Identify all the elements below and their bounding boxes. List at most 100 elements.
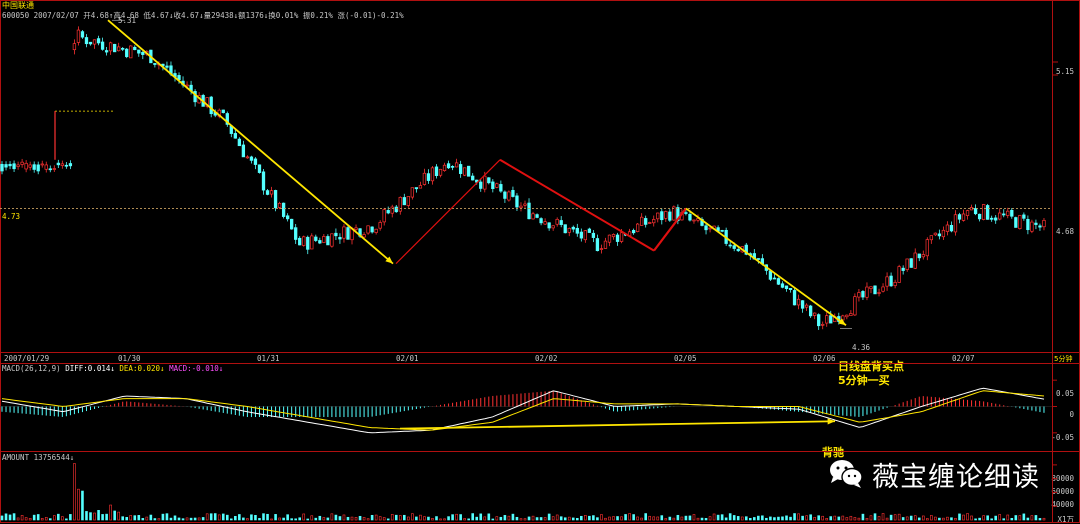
candle-body <box>607 234 612 243</box>
candle-body <box>281 202 286 217</box>
volume-bar <box>950 517 953 521</box>
candle-body <box>792 290 797 306</box>
volume-bar <box>684 515 688 521</box>
volume-bar <box>716 514 720 521</box>
volume-bar <box>736 516 740 521</box>
macd-tick: -0.05 <box>1051 433 1074 442</box>
candle-body <box>543 221 547 225</box>
candle-body <box>273 190 278 209</box>
volume-bar <box>1018 515 1022 521</box>
candle-body <box>1014 217 1018 228</box>
candle-body <box>760 258 765 265</box>
volume-bar <box>978 517 981 521</box>
volume-bar <box>1014 515 1018 521</box>
candle-body <box>20 161 24 165</box>
macd-tick: 0.05 <box>1055 389 1074 398</box>
volume-bar <box>12 513 16 521</box>
volume-bar <box>193 517 197 521</box>
candle-body <box>479 181 483 189</box>
volume-bar <box>85 511 88 521</box>
volume-bar <box>877 516 881 521</box>
downtrend-arrow-1-head <box>385 256 393 264</box>
candle-body <box>28 164 32 168</box>
volume-bar <box>262 513 265 521</box>
candle-body <box>503 191 507 199</box>
volume-bar <box>648 515 652 521</box>
candle-body <box>627 231 632 237</box>
volume-bar <box>358 515 362 521</box>
candle-body <box>467 165 471 177</box>
candle-body <box>619 232 624 242</box>
volume-bar <box>225 514 229 521</box>
volume-bar <box>270 518 273 521</box>
candle-body <box>704 225 708 231</box>
volume-bar <box>744 516 748 521</box>
volume-bar <box>793 513 796 521</box>
candle-body <box>310 235 314 250</box>
candle-body <box>535 214 539 218</box>
candle-body <box>961 213 966 221</box>
volume-bar <box>917 517 921 521</box>
volume-bar <box>511 513 515 521</box>
volume-bar <box>962 514 965 521</box>
volume-bar <box>370 514 374 521</box>
candle-body <box>853 296 857 316</box>
candle-body <box>756 258 760 260</box>
volume-bar <box>8 514 12 521</box>
candle-body <box>631 229 636 234</box>
volume-bar <box>169 517 173 521</box>
candle-body <box>149 49 153 64</box>
low-label: 4.36 <box>852 343 871 352</box>
volume-bar <box>1034 515 1038 521</box>
volume-bar <box>942 517 945 521</box>
candle-body <box>96 38 101 44</box>
volume-bar <box>129 515 133 521</box>
macd-diff-line <box>1 387 1045 434</box>
candle-body <box>145 51 149 55</box>
volume-bar <box>821 515 825 521</box>
volume-bar <box>885 517 889 521</box>
candle-body <box>277 202 282 208</box>
volume-bar <box>905 516 909 521</box>
volume-bar <box>861 513 865 521</box>
candle-body <box>16 164 20 167</box>
volume-bar <box>974 518 977 521</box>
x-tick-label: 02/06 <box>813 354 836 363</box>
volume-bar <box>113 510 116 521</box>
volume-bar <box>817 515 820 521</box>
volume-bar <box>777 516 780 521</box>
candle-body <box>92 39 97 45</box>
candle-body <box>201 95 205 107</box>
candle-body <box>740 246 744 253</box>
candle-body <box>515 195 519 208</box>
volume-bar <box>201 517 205 521</box>
volume-bar <box>161 513 165 521</box>
volume-bar <box>507 515 511 521</box>
candle-body <box>563 224 567 234</box>
volume-bar <box>101 514 104 521</box>
volume-bar <box>326 517 330 521</box>
volume-bar <box>797 513 800 521</box>
candle-body <box>257 164 262 173</box>
volume-bar <box>238 514 241 521</box>
candle-body <box>446 163 451 169</box>
volume-bar <box>294 518 297 521</box>
x-tick-label: 02/07 <box>952 354 975 363</box>
candle-body <box>551 225 555 229</box>
candle-body <box>519 205 523 209</box>
candle-body <box>990 217 994 220</box>
volume-bar <box>567 516 571 521</box>
candle-body <box>660 211 664 221</box>
volume-bar <box>1010 518 1014 521</box>
candle-body <box>913 252 917 269</box>
candle-body <box>406 196 410 206</box>
candle-body <box>784 285 789 290</box>
volume-bar <box>350 516 354 521</box>
candle-body <box>88 41 93 45</box>
period-label: 5分钟 <box>1054 355 1073 363</box>
candle-body <box>1006 210 1010 216</box>
candle-body <box>125 48 129 58</box>
candle-body <box>676 207 680 222</box>
